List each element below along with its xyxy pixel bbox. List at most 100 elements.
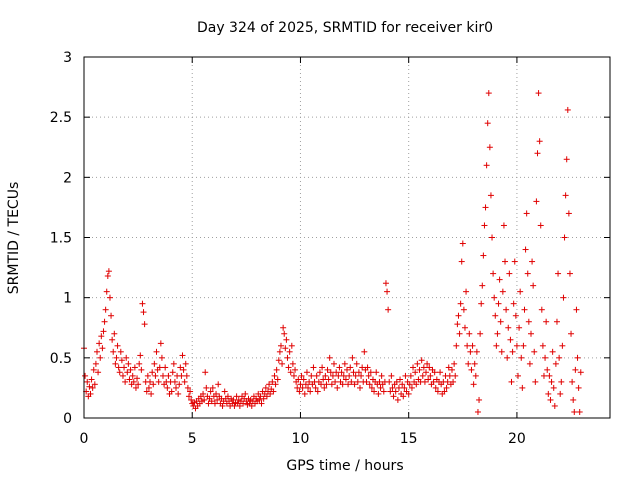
data-point	[368, 384, 375, 391]
data-point	[361, 348, 368, 355]
data-point	[419, 372, 426, 379]
data-point	[486, 144, 493, 151]
data-point	[112, 360, 119, 367]
data-point	[201, 396, 208, 403]
data-point	[507, 336, 514, 343]
data-point	[547, 396, 554, 403]
data-point	[559, 342, 566, 349]
data-point	[270, 388, 277, 395]
data-point	[499, 288, 506, 295]
data-point	[273, 366, 280, 373]
data-point	[371, 388, 378, 395]
data-point	[140, 309, 147, 316]
y-tick-label: 2	[63, 170, 72, 186]
data-point	[470, 381, 477, 388]
data-point	[418, 357, 425, 364]
data-point	[456, 330, 463, 337]
data-point	[425, 376, 432, 383]
data-point	[145, 384, 152, 391]
data-point	[170, 360, 177, 367]
x-axis-label: GPS time / hours	[286, 458, 403, 474]
data-point	[455, 312, 462, 319]
data-point	[314, 388, 321, 395]
data-point	[176, 381, 183, 388]
y-tick-label: 1	[63, 291, 72, 307]
data-point	[573, 306, 580, 313]
data-point	[129, 372, 136, 379]
data-point	[208, 398, 215, 405]
data-point	[515, 372, 522, 379]
data-point	[380, 388, 387, 395]
data-point	[172, 384, 179, 391]
data-point	[341, 360, 348, 367]
data-point	[390, 393, 397, 400]
data-point	[384, 288, 391, 295]
data-point	[493, 342, 500, 349]
chart-title: Day 324 of 2025, SRMTID for receiver kir…	[197, 20, 493, 36]
data-point	[459, 240, 466, 247]
data-point	[209, 384, 216, 391]
data-point	[363, 378, 370, 385]
data-point	[158, 354, 165, 361]
data-point	[347, 364, 354, 371]
data-point	[500, 222, 507, 229]
data-point	[536, 138, 543, 145]
data-point	[138, 366, 145, 373]
data-point	[551, 402, 558, 409]
data-point	[471, 360, 478, 367]
data-point	[521, 306, 528, 313]
data-point	[123, 354, 130, 361]
data-point	[86, 383, 93, 390]
data-point	[135, 381, 142, 388]
data-point	[336, 364, 343, 371]
x-tick-label: 15	[400, 431, 418, 447]
data-point	[301, 390, 308, 397]
data-point	[82, 372, 89, 379]
data-point	[354, 378, 361, 385]
data-point	[467, 348, 474, 355]
data-point	[386, 378, 393, 385]
data-point	[575, 384, 582, 391]
data-point	[109, 336, 116, 343]
data-point	[509, 348, 516, 355]
x-tick-labels: 0 5 10 15 20	[80, 431, 526, 447]
data-point	[487, 192, 494, 199]
data-point	[329, 372, 336, 379]
data-point	[356, 384, 363, 391]
data-point	[127, 366, 134, 373]
data-point	[387, 388, 394, 395]
data-point	[313, 372, 320, 379]
data-point	[165, 372, 172, 379]
data-point	[365, 372, 372, 379]
data-point	[430, 378, 437, 385]
data-point	[114, 342, 121, 349]
data-point	[88, 376, 95, 383]
data-point	[502, 258, 509, 265]
data-point	[498, 348, 505, 355]
data-point	[525, 318, 532, 325]
data-point	[340, 372, 347, 379]
data-point	[327, 369, 334, 376]
data-point	[104, 273, 111, 280]
data-point	[489, 234, 496, 241]
data-point	[149, 369, 156, 376]
data-point	[539, 342, 546, 349]
data-point	[345, 381, 352, 388]
data-point	[452, 372, 459, 379]
data-point	[472, 372, 479, 379]
data-point	[214, 396, 221, 403]
data-point	[485, 90, 492, 97]
data-point	[405, 390, 412, 397]
data-point	[545, 390, 552, 397]
data-point	[529, 258, 536, 265]
data-point	[151, 360, 158, 367]
data-point	[101, 318, 108, 325]
data-point	[148, 390, 155, 397]
data-point	[453, 342, 460, 349]
data-point	[460, 306, 467, 313]
data-point	[458, 258, 465, 265]
data-point	[555, 270, 562, 277]
data-point	[277, 342, 284, 349]
data-point	[276, 348, 283, 355]
data-point	[215, 381, 222, 388]
